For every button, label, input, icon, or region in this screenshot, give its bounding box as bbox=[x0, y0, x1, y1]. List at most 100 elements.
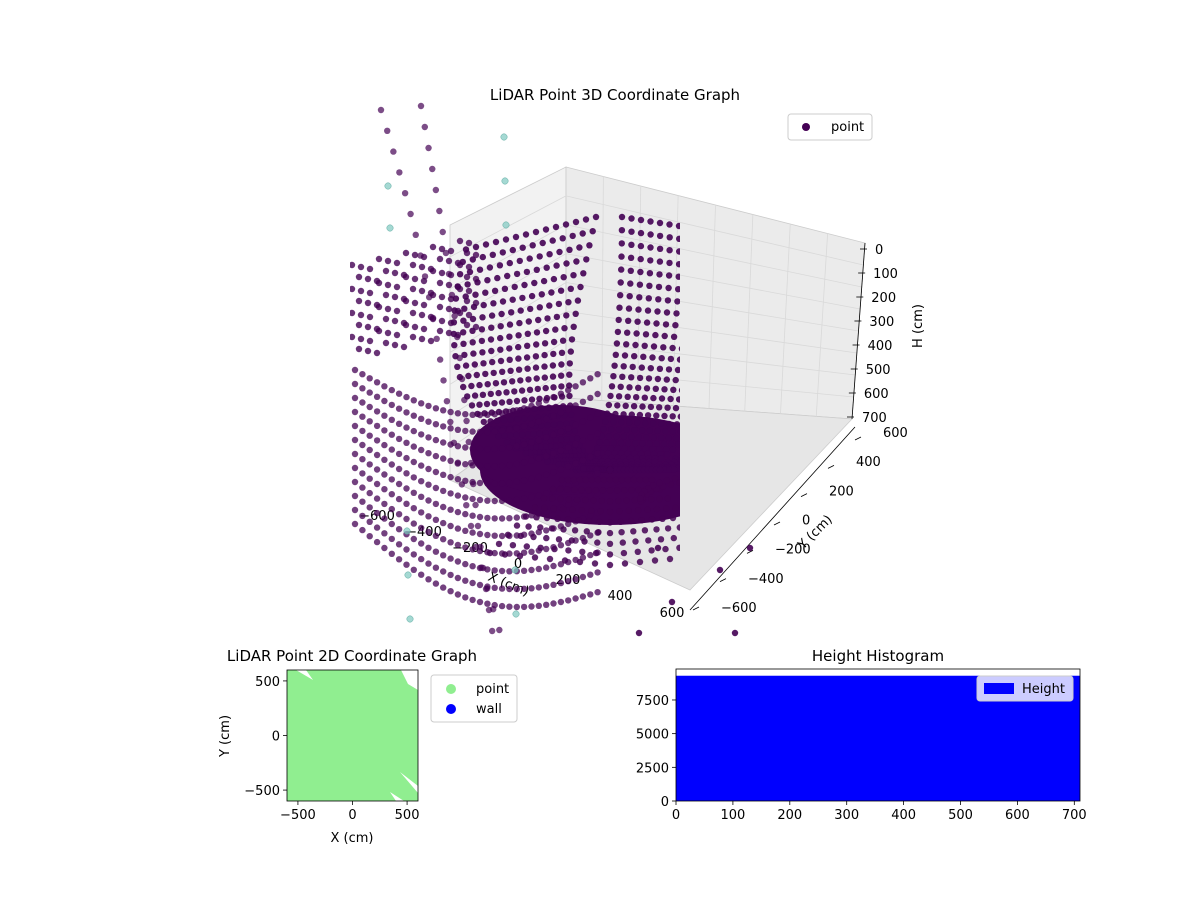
lidar-point bbox=[578, 507, 586, 514]
lidar-point bbox=[587, 375, 594, 382]
lidar-point bbox=[587, 551, 594, 559]
lidar-point bbox=[381, 427, 388, 434]
lidar-point bbox=[524, 431, 531, 438]
lidar-point bbox=[364, 299, 372, 307]
x-tick-label-2d: 0 bbox=[348, 808, 356, 823]
lidar-point bbox=[520, 495, 528, 502]
lidar-point bbox=[461, 305, 468, 312]
lidar-point bbox=[628, 433, 635, 441]
lidar-point bbox=[535, 436, 542, 444]
lidar-point bbox=[517, 307, 524, 314]
lidar-point bbox=[558, 349, 566, 356]
lidar-point bbox=[661, 466, 669, 473]
lidar-point bbox=[557, 466, 565, 473]
ticks-hist: 0 100 200 300 400 500 600 700 0 2500 5000 7500 bbox=[636, 694, 1087, 823]
x-tick-label-hist: 300 bbox=[834, 808, 859, 823]
lidar-point bbox=[642, 445, 649, 453]
lidar-point bbox=[564, 516, 572, 523]
lidar-point bbox=[498, 515, 506, 522]
lidar-point bbox=[557, 436, 565, 443]
lidar-point bbox=[613, 487, 621, 494]
lidar-point bbox=[458, 481, 466, 488]
lidar-point bbox=[576, 244, 583, 251]
lidar-point bbox=[351, 408, 359, 416]
lidar-point bbox=[484, 446, 491, 453]
lidar-point bbox=[623, 341, 630, 348]
lidar-point bbox=[418, 509, 425, 516]
lidar-point bbox=[674, 366, 680, 374]
lidar-point bbox=[543, 264, 550, 271]
lidar-point bbox=[429, 243, 437, 251]
lidar-point bbox=[602, 418, 609, 425]
lidar-point bbox=[521, 415, 528, 422]
lidar-point bbox=[551, 545, 558, 553]
lidar-point bbox=[672, 322, 679, 329]
gap-top-right bbox=[401, 670, 418, 690]
lidar-point bbox=[557, 428, 565, 435]
lidar-point bbox=[479, 253, 486, 261]
lidar-point bbox=[524, 365, 531, 372]
lidar-point bbox=[637, 495, 644, 502]
lidar-point bbox=[586, 242, 593, 249]
lidar-point bbox=[572, 310, 579, 317]
lidar-point bbox=[606, 561, 614, 569]
lidar-point bbox=[582, 476, 590, 484]
lidar-point bbox=[648, 496, 655, 503]
lidar-point bbox=[490, 300, 497, 307]
lidar-point bbox=[618, 419, 625, 426]
z-tick-label: 400 bbox=[868, 339, 893, 354]
lidar-point bbox=[509, 378, 516, 385]
lidar-point bbox=[410, 443, 417, 450]
lidar-point bbox=[628, 228, 635, 235]
lidar-point bbox=[373, 509, 381, 517]
lidar-point bbox=[421, 273, 429, 280]
lidar-point bbox=[440, 407, 447, 414]
lidar-point bbox=[411, 251, 419, 259]
lidar-point bbox=[357, 335, 365, 343]
lidar-point bbox=[531, 279, 538, 287]
lidar-point bbox=[462, 427, 469, 435]
lidar-point bbox=[462, 544, 469, 551]
lidar-point bbox=[445, 281, 453, 289]
lidar-point bbox=[675, 286, 680, 293]
lidar-point bbox=[676, 248, 680, 255]
lidar-point-light bbox=[502, 221, 510, 229]
lidar-point bbox=[550, 581, 557, 588]
lidar-point bbox=[543, 583, 550, 590]
lidar-point bbox=[642, 476, 650, 484]
lidar-point bbox=[487, 418, 494, 425]
lidar-point bbox=[666, 259, 673, 267]
lidar-point bbox=[410, 566, 417, 573]
lidar-point bbox=[543, 397, 550, 404]
lidar-point bbox=[395, 465, 403, 473]
lidar-point bbox=[472, 251, 480, 259]
z-tick-label: 200 bbox=[871, 291, 896, 306]
lidar-point bbox=[495, 433, 502, 440]
lidar-point bbox=[366, 289, 374, 297]
lidar-point bbox=[650, 482, 657, 489]
lidar-point bbox=[471, 361, 478, 368]
lidar-point bbox=[606, 540, 614, 547]
lidar-point bbox=[469, 411, 476, 418]
lidar-point bbox=[366, 418, 373, 425]
lidar-point bbox=[647, 257, 654, 264]
lidar-point bbox=[669, 413, 676, 420]
lidar-point bbox=[564, 486, 571, 493]
lidar-point bbox=[489, 251, 496, 258]
lidar-point bbox=[576, 558, 584, 566]
lidar-point bbox=[656, 365, 664, 372]
lidar-point bbox=[564, 476, 572, 484]
lidar-point bbox=[357, 287, 365, 295]
x-tick-label-hist: 400 bbox=[891, 808, 916, 823]
lidar-point bbox=[643, 434, 650, 441]
lidar-point bbox=[440, 455, 447, 462]
lidar-point bbox=[662, 427, 669, 435]
lidar-point bbox=[594, 470, 601, 477]
lidar-point bbox=[429, 314, 437, 322]
lidar-point bbox=[513, 585, 520, 593]
lidar-point bbox=[445, 329, 453, 337]
lidar-point bbox=[351, 366, 359, 374]
lidar-point bbox=[447, 425, 454, 432]
lidar-point bbox=[432, 500, 440, 508]
grid-line bbox=[565, 339, 856, 376]
